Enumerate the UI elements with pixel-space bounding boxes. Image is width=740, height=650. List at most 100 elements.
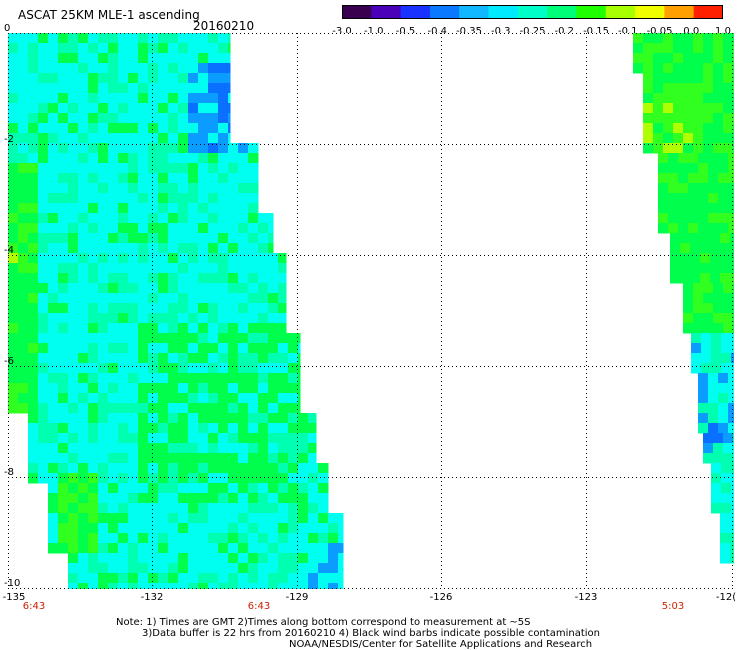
swath-cell — [288, 343, 299, 354]
swath-cell — [178, 213, 189, 224]
swath-cell — [298, 533, 309, 544]
swath-cell — [128, 163, 139, 174]
swath-cell — [698, 223, 709, 234]
swath-cell — [700, 273, 711, 284]
swath-cell — [148, 73, 159, 84]
swath-cell — [688, 163, 699, 174]
swath-cell — [58, 333, 69, 344]
swath-cell — [108, 233, 119, 244]
swath-cell — [78, 443, 89, 454]
swath-cell — [128, 523, 139, 534]
swath-cell — [678, 153, 689, 164]
swath-cell — [18, 193, 29, 204]
swath-cell — [238, 423, 249, 434]
swath-cell — [158, 523, 169, 534]
swath-cell — [138, 583, 149, 589]
swath-cell — [238, 463, 249, 474]
swath-cell — [78, 433, 89, 444]
swath-cell — [38, 373, 49, 384]
swath-cell — [318, 473, 329, 484]
swath-cell — [278, 313, 287, 324]
swath-cell — [188, 183, 199, 194]
swath-cell — [693, 133, 704, 144]
swath-cell — [68, 273, 79, 284]
swath-cell — [168, 343, 179, 354]
swath-cell — [278, 463, 289, 474]
swath-cell — [78, 153, 89, 164]
swath-cell — [138, 433, 149, 444]
swath-cell — [198, 523, 209, 534]
swath-cell — [668, 193, 679, 204]
swath-cell — [108, 443, 119, 454]
swath-cell — [118, 333, 129, 344]
swath-cell — [198, 143, 209, 154]
swath-cell — [228, 93, 231, 104]
swath-cell — [670, 243, 681, 254]
swath-cell — [68, 73, 79, 84]
swath-cell — [148, 393, 159, 404]
swath-cell — [700, 243, 711, 254]
swath-cell — [733, 453, 734, 464]
swath-cell — [138, 523, 149, 534]
swath-cell — [218, 383, 229, 394]
swath-cell — [308, 483, 319, 494]
swath-cell — [48, 213, 59, 224]
swath-cell — [718, 173, 729, 184]
swath-cell — [108, 73, 119, 84]
swath-cell — [208, 173, 219, 184]
swath-cell — [108, 343, 119, 354]
swath-cell — [668, 213, 679, 224]
swath-cell — [138, 383, 149, 394]
swath-cell — [218, 463, 229, 474]
swath-cell — [178, 413, 189, 424]
swath-cell — [178, 113, 189, 124]
swath-cell — [38, 313, 49, 324]
swath-cell — [248, 223, 259, 234]
swath-cell — [268, 563, 279, 574]
swath-cell — [58, 123, 69, 134]
swath-cell — [178, 143, 189, 154]
swath-cell — [128, 543, 139, 554]
swath-cell — [98, 393, 109, 404]
swath-cell — [148, 433, 159, 444]
swath-cell — [208, 543, 219, 554]
swath-cell — [88, 353, 99, 364]
swath-cell — [698, 153, 709, 164]
swath-cell — [713, 443, 724, 454]
swath-cell — [108, 173, 119, 184]
swath-cell — [58, 423, 69, 434]
swath-cell — [258, 423, 269, 434]
pass-time-label: 5:03 — [661, 601, 685, 612]
swath-cell — [680, 253, 691, 264]
swath-cell — [721, 493, 732, 504]
swath-cell — [288, 563, 299, 574]
swath-cell — [278, 413, 289, 424]
swath-cell — [198, 93, 209, 104]
swath-cell — [128, 243, 139, 254]
swath-cell — [238, 443, 249, 454]
swath-cell — [663, 133, 674, 144]
swath-cell — [38, 153, 49, 164]
swath-cell — [248, 253, 259, 264]
swath-cell — [98, 433, 109, 444]
swath-cell — [218, 83, 229, 94]
swath-cell — [673, 43, 684, 54]
swath-cell — [148, 483, 159, 494]
swath-cell — [28, 73, 39, 84]
swath-cell — [38, 303, 49, 314]
swath-cell — [693, 303, 704, 314]
swath-cell — [118, 43, 129, 54]
swath-cell — [268, 243, 274, 254]
colorbar-border — [342, 5, 723, 19]
swath-cell — [128, 123, 139, 134]
swath-cell — [148, 383, 159, 394]
swath-cell — [138, 273, 149, 284]
swath-cell — [258, 413, 269, 424]
swath-cell — [653, 103, 664, 114]
swath-cell — [643, 73, 654, 84]
swath-cell — [88, 473, 99, 484]
swath-cell — [58, 273, 69, 284]
swath-cell — [38, 363, 49, 374]
swath-cell — [98, 463, 109, 474]
swath-cell — [98, 213, 109, 224]
